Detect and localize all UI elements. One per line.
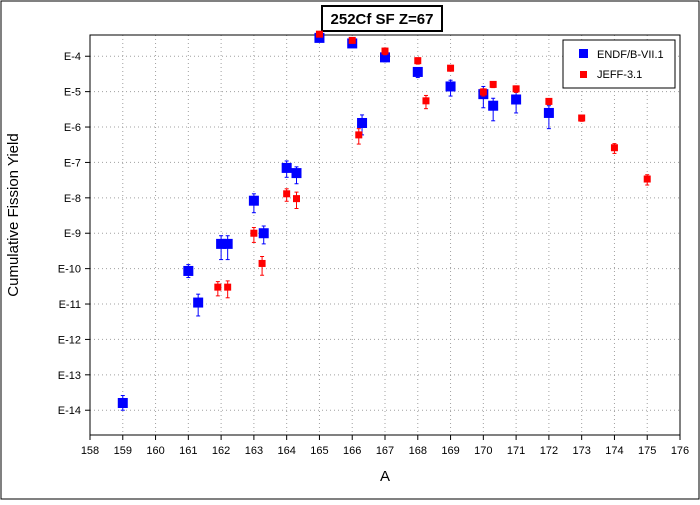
x-tick-label: 172	[540, 445, 558, 457]
x-tick-label: 161	[179, 445, 197, 457]
data-point	[222, 238, 233, 249]
data-point	[183, 265, 194, 276]
data-point	[414, 57, 422, 65]
x-tick-label: 169	[441, 445, 459, 457]
legend-box	[562, 39, 676, 89]
legend-label-endf: ENDF/B-VII.1	[597, 49, 664, 61]
legend: ENDF/B-VII.1 JEFF-3.1	[562, 39, 676, 89]
data-point	[250, 229, 258, 237]
data-point	[381, 47, 389, 55]
x-tick-label: 175	[638, 445, 656, 457]
data-point	[479, 88, 487, 96]
x-tick-label: 162	[212, 445, 230, 457]
data-point	[412, 66, 423, 77]
x-tick-label: 174	[605, 445, 623, 457]
y-tick-label: E-5	[64, 87, 81, 99]
data-point	[216, 238, 227, 249]
data-point	[489, 80, 497, 88]
data-point	[447, 64, 455, 72]
x-tick-label: 158	[81, 445, 99, 457]
data-point	[214, 283, 222, 291]
data-point	[445, 81, 456, 92]
data-point	[315, 30, 323, 38]
legend-marker-jeff	[580, 71, 587, 78]
y-axis-label: Cumulative Fission Yield	[5, 133, 22, 296]
data-point	[610, 144, 618, 152]
x-tick-label: 173	[572, 445, 590, 457]
y-tick-label: E-6	[64, 122, 81, 134]
data-point	[291, 168, 302, 179]
legend-label-jeff: JEFF-3.1	[597, 69, 642, 81]
y-tick-label: E-13	[58, 370, 81, 382]
data-point	[348, 36, 356, 44]
y-tick-label: E-7	[64, 157, 81, 169]
chart-title: 252Cf SF Z=67	[331, 11, 434, 28]
y-tick-label: E-14	[58, 405, 81, 417]
x-tick-label: 164	[277, 445, 295, 457]
data-point	[357, 118, 368, 129]
x-tick-label: 165	[310, 445, 328, 457]
data-point	[283, 190, 291, 198]
series-endf	[117, 32, 554, 411]
data-point	[355, 131, 363, 139]
y-axis: E-4 E-5 E-6 E-7 E-8 E-9 E-10 E-11 E-12 E-13 E-14	[58, 51, 90, 417]
data-point	[224, 283, 232, 291]
data-point	[380, 52, 390, 63]
data-point	[117, 397, 128, 408]
data-point	[543, 107, 554, 118]
data-point	[511, 94, 522, 105]
data-point	[314, 32, 325, 43]
y-tick-label: E-9	[64, 228, 81, 240]
series-jeff	[214, 30, 651, 299]
chart-title-box	[321, 5, 443, 32]
x-tick-label: 163	[245, 445, 263, 457]
x-tick-label: 171	[507, 445, 525, 457]
data-point	[258, 228, 269, 239]
y-tick-label: E-4	[64, 51, 81, 63]
data-point	[258, 259, 266, 267]
x-tick-label: 167	[376, 445, 394, 457]
x-tick-label: 160	[146, 445, 164, 457]
data-point	[643, 175, 651, 183]
data-point	[578, 114, 586, 122]
data-point	[281, 162, 292, 173]
y-tick-label: E-12	[58, 334, 81, 346]
data-point	[193, 297, 204, 308]
data-point	[293, 195, 300, 203]
x-axis: 158 159 160 161 162 163 164 165 166 167 168 169 170 1…	[81, 435, 689, 457]
data-point	[248, 195, 259, 206]
data-point	[545, 97, 553, 105]
data-series	[117, 30, 651, 411]
y-tick-label: E-11	[59, 299, 81, 311]
x-tick-label: 168	[409, 445, 427, 457]
data-point	[422, 97, 430, 105]
x-tick-label: 166	[343, 445, 361, 457]
x-tick-label: 170	[474, 445, 492, 457]
data-point	[488, 100, 499, 111]
x-tick-label: 159	[114, 445, 132, 457]
y-tick-label: E-8	[64, 193, 81, 205]
legend-marker-endf	[579, 49, 588, 58]
data-point	[512, 85, 520, 93]
x-axis-label: A	[380, 468, 390, 485]
y-tick-label: E-10	[58, 264, 81, 276]
x-tick-label: 176	[671, 445, 689, 457]
